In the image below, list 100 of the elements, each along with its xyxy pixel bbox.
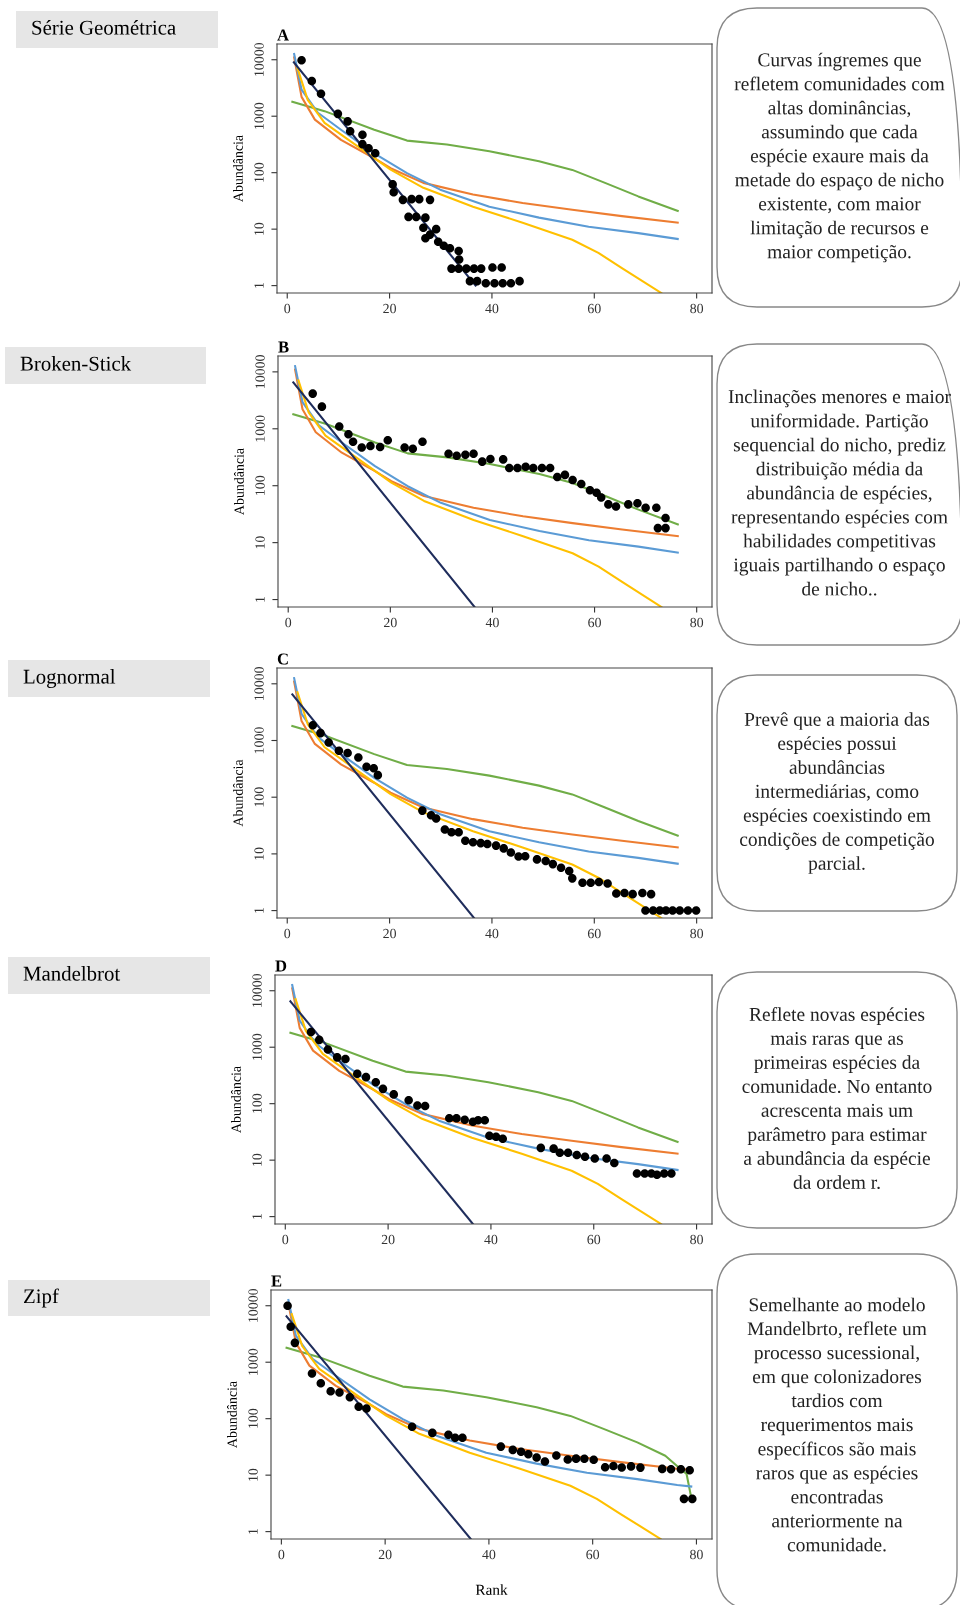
y-tick-label: 10 — [254, 847, 264, 860]
point — [555, 1148, 565, 1158]
point — [556, 863, 566, 873]
point — [491, 841, 501, 850]
point — [447, 264, 456, 273]
point — [610, 1158, 619, 1168]
y-tick-label: 100 — [252, 1093, 262, 1113]
point — [308, 389, 317, 398]
point — [572, 1150, 582, 1160]
point — [521, 462, 530, 472]
point — [683, 906, 693, 915]
chart-title: B — [278, 341, 289, 353]
y-tick-label: 10 — [254, 222, 264, 235]
point — [476, 264, 486, 273]
point — [626, 1462, 636, 1471]
y-tick-label: 10000 — [254, 666, 264, 700]
point — [326, 1387, 335, 1396]
point — [646, 889, 656, 899]
point — [477, 457, 487, 466]
point — [590, 1154, 600, 1163]
point — [445, 243, 455, 253]
point — [488, 263, 497, 272]
point — [657, 1464, 667, 1474]
point — [578, 878, 587, 888]
line-series — [294, 998, 663, 1224]
point — [685, 1465, 694, 1475]
y-tick-label: 1 — [254, 907, 264, 913]
point — [354, 753, 363, 762]
text: Série Geométrica — [32, 20, 176, 35]
point — [545, 463, 555, 473]
point — [461, 836, 470, 846]
point — [408, 444, 418, 454]
point — [589, 1455, 598, 1465]
point — [460, 1115, 469, 1124]
point — [458, 1433, 467, 1442]
point — [444, 1430, 453, 1439]
point — [472, 276, 482, 286]
point — [585, 486, 595, 495]
point — [577, 479, 586, 489]
x-tick-label: 80 — [690, 928, 704, 939]
x-tick-label: 60 — [587, 303, 601, 314]
point — [675, 906, 685, 915]
text: Curvas íngremes que refletem comunidades com altas dominâncias, assumindo que cada espécie exaure mais da metade do espaço de nicho existente, com maior limitação de recursos e maior competição. — [734, 52, 945, 263]
point — [352, 1069, 362, 1078]
y-tick-label: 1000 — [248, 1348, 258, 1375]
point — [370, 149, 380, 158]
point — [400, 443, 409, 452]
y-tick-label: 1 — [248, 1528, 258, 1534]
y-tick-label: 1 — [254, 282, 264, 288]
point — [364, 144, 373, 153]
point — [568, 874, 577, 883]
point — [413, 1101, 422, 1110]
point — [491, 1132, 501, 1141]
point — [594, 877, 604, 887]
x-axis-title: Rank — [475, 1584, 508, 1595]
point — [357, 443, 367, 452]
x-tick-label: 0 — [284, 928, 291, 939]
point — [418, 806, 427, 815]
point — [341, 1054, 350, 1064]
point — [636, 1463, 645, 1472]
point — [314, 1035, 324, 1045]
x-tick-label: 40 — [482, 1549, 496, 1560]
y-tick-label: 10000 — [255, 355, 265, 389]
point — [414, 194, 424, 204]
x-tick-label: 20 — [378, 1549, 392, 1560]
x-tick-label: 80 — [690, 1549, 703, 1560]
point — [602, 1154, 611, 1163]
point — [483, 839, 492, 849]
point — [623, 500, 633, 509]
point — [524, 1449, 533, 1459]
point — [499, 844, 508, 853]
y-tick-label: 10 — [255, 536, 265, 549]
point — [333, 109, 343, 119]
point — [617, 1463, 627, 1472]
point — [317, 402, 327, 411]
point — [496, 1442, 506, 1451]
point — [344, 430, 353, 439]
chart-title: E — [271, 1275, 282, 1287]
y-tick-label: 1000 — [254, 102, 264, 129]
point — [307, 1369, 317, 1378]
point — [652, 1170, 662, 1180]
point — [563, 1455, 573, 1464]
x-tick-label: 60 — [588, 617, 601, 628]
y-tick-label: 1000 — [254, 727, 264, 754]
point — [486, 454, 495, 464]
point — [447, 828, 456, 837]
y-tick-label: 100 — [248, 1408, 258, 1428]
point — [358, 130, 367, 140]
point — [454, 264, 463, 273]
point — [641, 906, 650, 915]
x-tick-label: 60 — [587, 928, 601, 939]
x-tick-label: 20 — [383, 928, 396, 939]
x-tick-label: 20 — [383, 303, 396, 314]
x-tick-label: 40 — [485, 928, 499, 939]
point — [564, 866, 574, 876]
point — [454, 828, 463, 837]
point — [348, 437, 358, 447]
point — [373, 770, 383, 780]
point — [668, 906, 677, 915]
point — [388, 180, 397, 189]
